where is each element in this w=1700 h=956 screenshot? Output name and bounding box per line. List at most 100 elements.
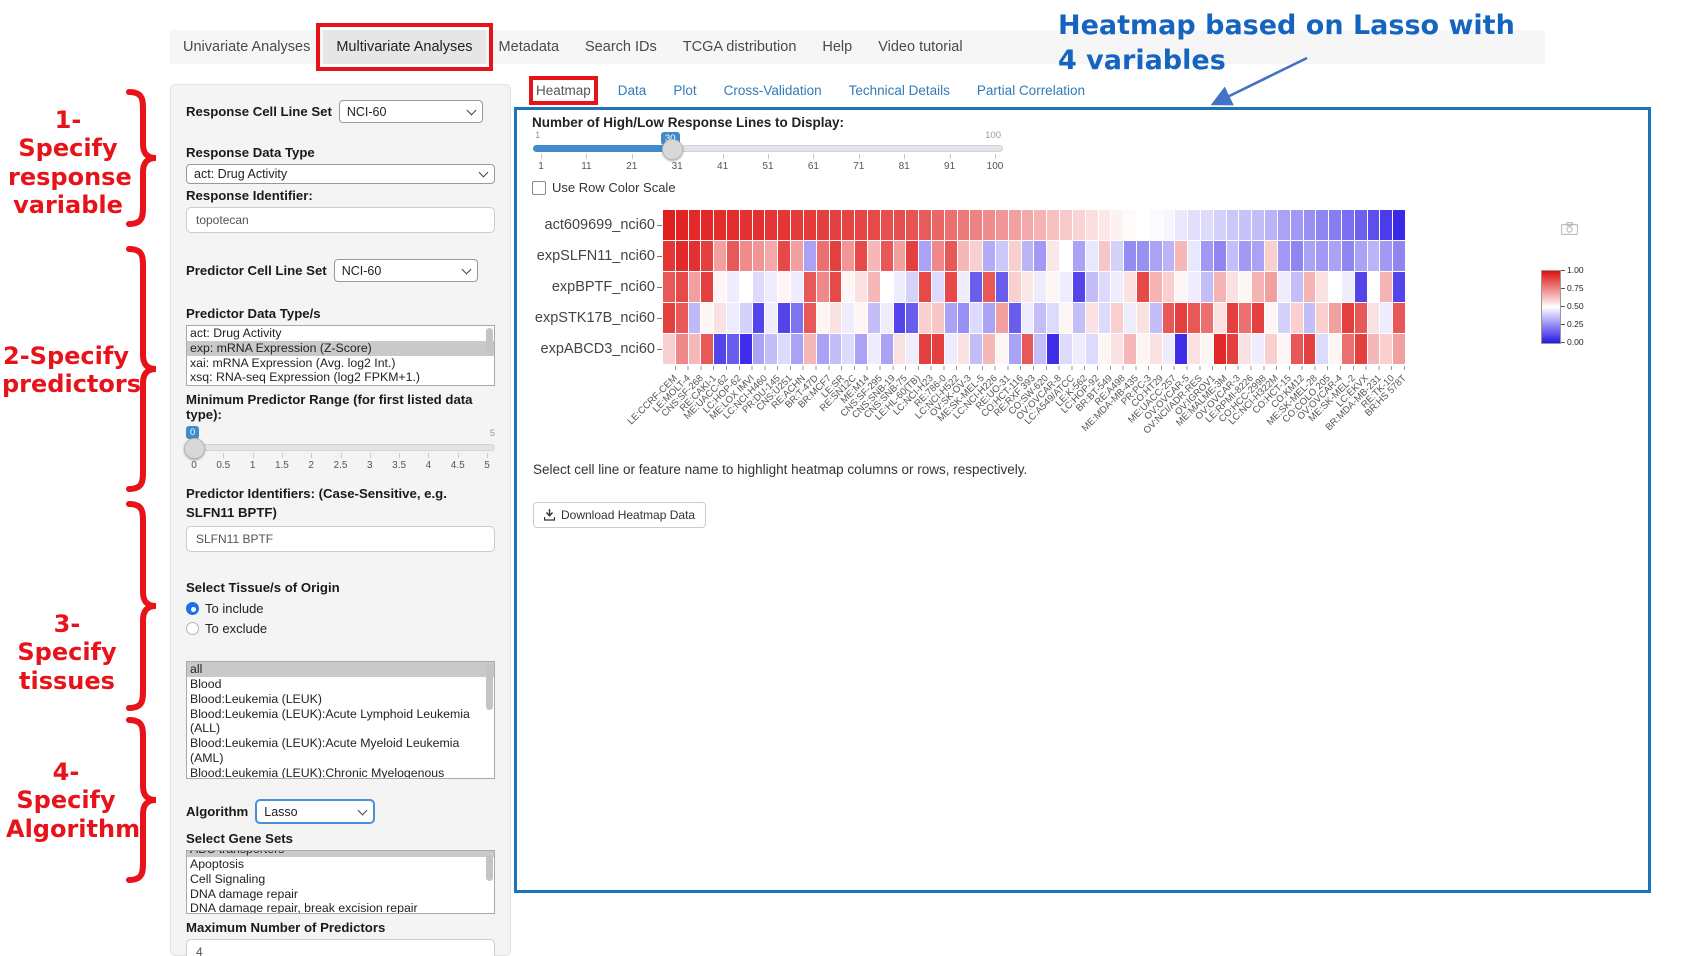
nav-tab-metadata[interactable]: Metadata bbox=[498, 39, 560, 55]
slider-tick bbox=[281, 453, 283, 458]
nav-tab-help[interactable]: Help bbox=[822, 39, 853, 55]
axis-tick bbox=[657, 225, 662, 226]
listbox-option[interactable]: Cell Signaling bbox=[190, 871, 266, 886]
heatmap-row-label[interactable]: expSLFN11_nci60 bbox=[536, 248, 655, 264]
include-radio[interactable] bbox=[186, 602, 199, 616]
tab-data[interactable]: Data bbox=[617, 83, 647, 98]
response-data-type-select[interactable]: act: Drug Activity bbox=[186, 164, 495, 184]
listbox-option[interactable]: Apoptosis bbox=[190, 857, 245, 872]
predictor-data-types-label: Predictor Data Type/s bbox=[186, 306, 321, 321]
heatmap-row-label[interactable]: expBPTF_nci60 bbox=[551, 279, 655, 295]
listbox-option[interactable]: Blood:Leukemia (LEUK):Chronic Myelogenou… bbox=[190, 765, 445, 780]
slider-tick bbox=[904, 154, 906, 159]
listbox-option[interactable]: DNA damage repair bbox=[190, 886, 298, 901]
listbox-option[interactable]: exp: mRNA Expression (Z-Score) bbox=[187, 340, 494, 356]
row-color-scale-checkbox[interactable] bbox=[532, 180, 546, 195]
heatmap-cell bbox=[1201, 303, 1213, 333]
scrollbar[interactable] bbox=[486, 855, 493, 882]
heatmap-cell bbox=[893, 303, 906, 333]
response-cell-line-set-select[interactable]: NCI-60 bbox=[338, 100, 483, 123]
nav-tab-video-tutorial[interactable]: Video tutorial bbox=[878, 39, 963, 55]
predictor-cell-line-set-select[interactable]: NCI-60 bbox=[333, 259, 478, 282]
heatmap-cell bbox=[1201, 241, 1213, 271]
gene-sets-listbox[interactable]: ABC transportersApoptosisCell SignalingD… bbox=[186, 850, 495, 915]
heatmap-cell bbox=[1380, 210, 1393, 240]
predictor-data-types-listbox[interactable]: act: Drug Activity exp: mRNA Expression (… bbox=[186, 325, 495, 386]
response-identifier-input[interactable] bbox=[186, 207, 495, 233]
slider-fill bbox=[533, 145, 671, 152]
slider-tick-label: 5 bbox=[484, 460, 490, 471]
heatmap-cell bbox=[957, 210, 970, 240]
heatmap-cell bbox=[842, 272, 855, 302]
tab-technical-details[interactable]: Technical Details bbox=[848, 83, 950, 98]
heatmap-row-label[interactable]: expABCD3_nci60 bbox=[540, 341, 655, 357]
slider-tick bbox=[252, 453, 254, 458]
heatmap-cell bbox=[1329, 210, 1341, 240]
tab-partial-correlation[interactable]: Partial Correlation bbox=[976, 83, 1085, 98]
listbox-option[interactable]: Blood:Leukemia (LEUK):Acute Myeloid Leuk… bbox=[190, 736, 460, 765]
slider-handle[interactable] bbox=[662, 139, 683, 160]
heatmap-cell bbox=[842, 334, 855, 364]
heatmap-cell bbox=[1008, 241, 1021, 271]
nav-tab-search-ids[interactable]: Search IDs bbox=[585, 39, 657, 55]
slider-handle[interactable] bbox=[184, 438, 205, 459]
tab-heatmap[interactable]: Heatmap bbox=[536, 83, 591, 98]
heatmap-cell bbox=[932, 272, 944, 302]
heatmap-cell bbox=[816, 210, 829, 240]
heatmap-cell bbox=[932, 303, 944, 333]
heatmap-cell bbox=[1085, 303, 1098, 333]
heatmap-row-label[interactable]: act609699_nci60 bbox=[544, 217, 655, 233]
scrollbar[interactable] bbox=[486, 664, 493, 711]
heatmap-cell bbox=[1277, 241, 1290, 271]
listbox-option[interactable]: all bbox=[187, 662, 494, 678]
listbox-option[interactable]: DNA damage repair, break excision repair bbox=[190, 901, 418, 915]
heatmap-cell bbox=[1047, 241, 1060, 271]
predictor-identifiers-input[interactable] bbox=[186, 526, 495, 553]
heatmap-cell bbox=[727, 303, 739, 333]
heatmap-cell bbox=[1021, 303, 1034, 333]
predictor-cell-line-set-value: NCI-60 bbox=[341, 263, 382, 278]
listbox-option[interactable]: act: Drug Activity bbox=[190, 326, 282, 340]
listbox-option[interactable]: xai: mRNA Expression (Avg. log2 Int.) bbox=[190, 355, 396, 370]
heatmap-cell bbox=[944, 241, 957, 271]
slider-tick bbox=[813, 154, 815, 159]
heatmap-cell bbox=[957, 303, 970, 333]
listbox-option[interactable]: Blood bbox=[190, 677, 222, 692]
download-heatmap-data-button[interactable]: Download Heatmap Data bbox=[533, 502, 707, 528]
heatmap-cell bbox=[829, 210, 842, 240]
listbox-option[interactable]: Blood:Leukemia (LEUK):Acute Lymphoid Leu… bbox=[190, 706, 470, 736]
heatmap-row-label[interactable]: expSTK17B_nci60 bbox=[534, 310, 655, 326]
heatmap-cell bbox=[855, 334, 867, 364]
slider-tick-label: 71 bbox=[853, 161, 865, 172]
heatmap-cell bbox=[1149, 334, 1162, 364]
heatmap-grid[interactable] bbox=[663, 210, 1405, 364]
listbox-option[interactable]: Blood:Leukemia (LEUK) bbox=[190, 691, 322, 706]
tissue-listbox[interactable]: all Blood Blood:Leukemia (LEUK) Blood:Leuke… bbox=[186, 661, 495, 780]
min-predictor-range-slider[interactable]: 0 5 0 0.5 1 1.5 2 2.5 3 3.5 4 4.5 5 bbox=[184, 426, 495, 484]
slider-track[interactable] bbox=[186, 444, 495, 451]
heatmap-cell bbox=[1329, 272, 1341, 302]
algorithm-select[interactable]: Lasso bbox=[255, 799, 376, 825]
nav-tab-tcga-distribution[interactable]: TCGA distribution bbox=[682, 39, 797, 55]
tab-plot[interactable]: Plot bbox=[673, 83, 697, 98]
nav-tab-univariate-analyses[interactable]: Univariate Analyses bbox=[183, 39, 311, 55]
slider-grid: 0 0.5 1 1.5 2 2.5 3 3.5 4 4.5 5 bbox=[191, 453, 490, 471]
heatmap-cell bbox=[1047, 210, 1060, 240]
heatmap-cell bbox=[663, 210, 675, 240]
heatmap-cell bbox=[1213, 334, 1226, 364]
max-predictors-label: Maximum Number of Predictors bbox=[186, 920, 386, 936]
listbox-option[interactable]: xsq: RNA-seq Expression (log2 FPKM+1.) bbox=[190, 370, 420, 385]
exclude-radio[interactable] bbox=[186, 622, 199, 636]
heatmap-cell bbox=[1111, 272, 1124, 302]
listbox-option[interactable]: ABC transporters bbox=[187, 851, 494, 858]
slider-tick bbox=[369, 453, 371, 458]
scrollbar[interactable] bbox=[486, 328, 493, 356]
slider-tick-label: 0 bbox=[191, 460, 197, 471]
nav-tab-multivariate-analyses[interactable]: Multivariate Analyses bbox=[323, 30, 486, 64]
camera-icon[interactable] bbox=[1561, 222, 1578, 235]
chevron-down-icon bbox=[357, 805, 368, 816]
tab-cross-validation[interactable]: Cross-Validation bbox=[723, 83, 822, 98]
heatmap-cell bbox=[1380, 241, 1393, 271]
max-predictors-input[interactable] bbox=[186, 939, 495, 956]
